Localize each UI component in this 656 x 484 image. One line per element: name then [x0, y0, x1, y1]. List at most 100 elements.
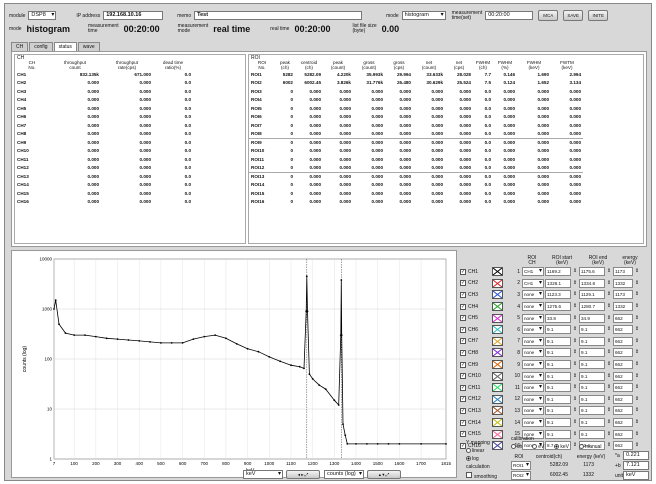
spin-icon[interactable]: ⇕: [606, 337, 612, 344]
legend-item[interactable]: ✓ CH8: [460, 347, 510, 359]
roi-start-field[interactable]: 1123.3: [545, 290, 571, 300]
tab-config[interactable]: config: [29, 42, 53, 51]
spin-icon[interactable]: ⇕: [606, 326, 612, 333]
module-select[interactable]: DSP8: [28, 11, 57, 20]
spin-icon[interactable]: ⇕: [606, 314, 612, 321]
plot-style-icon[interactable]: [492, 302, 503, 312]
roi-ch-select[interactable]: none: [522, 383, 544, 393]
roi-end-field[interactable]: 9.1: [579, 336, 605, 346]
spin-icon[interactable]: ⇕: [606, 407, 612, 414]
legend-item[interactable]: ✓ CH7: [460, 336, 510, 348]
calibration-radio[interactable]: [511, 444, 516, 450]
spin-icon[interactable]: ⇕: [634, 337, 640, 344]
legend-item[interactable]: ✓ CH14: [460, 417, 510, 429]
roi-ch-select[interactable]: none: [522, 348, 544, 358]
roi-energy-field[interactable]: 1332: [613, 278, 633, 288]
plot-style-icon[interactable]: [492, 313, 503, 323]
mode-select[interactable]: histogram: [401, 11, 446, 20]
roi-energy-field[interactable]: 1173: [613, 267, 633, 277]
legend-item[interactable]: ✓ CH4: [460, 301, 510, 313]
plot-style-icon[interactable]: [492, 325, 503, 335]
roi-ch-select[interactable]: none: [522, 406, 544, 416]
roi-start-field[interactable]: 9.1: [545, 336, 571, 346]
roi-ch-select[interactable]: none: [522, 313, 544, 323]
calibration-radio[interactable]: [579, 444, 585, 450]
roi-end-field[interactable]: 9.1: [579, 325, 605, 335]
ymapping-linear[interactable]: linear: [466, 448, 526, 454]
channel-checkbox[interactable]: ✓: [460, 373, 466, 380]
roi-ch-select[interactable]: none: [522, 394, 544, 404]
spectrum-chart[interactable]: 7 100 200 300 400 500 600 700 800 900 1000 1100 1200…: [12, 251, 456, 477]
roi-energy-field[interactable]: 662: [613, 336, 633, 346]
spin-icon[interactable]: ⇕: [634, 419, 640, 426]
spin-icon[interactable]: ⇕: [606, 442, 612, 449]
channel-checkbox[interactable]: ✓: [460, 291, 466, 298]
legend-item[interactable]: ✓ CH3: [460, 289, 510, 301]
y-scale-buttons[interactable]: ▴ ▾ ⤢: [367, 470, 401, 479]
spin-icon[interactable]: ⇕: [572, 337, 578, 344]
roi-start-field[interactable]: 9.1: [545, 418, 571, 428]
spin-icon[interactable]: ⇕: [606, 430, 612, 437]
calibration-option[interactable]: ch: [511, 444, 522, 450]
channel-checkbox[interactable]: ✓: [460, 280, 466, 287]
calibration-radio[interactable]: [532, 444, 538, 450]
roi-energy-field[interactable]: 662: [613, 394, 633, 404]
roi-ch-select[interactable]: none: [522, 325, 544, 335]
spin-icon[interactable]: ⇕: [572, 384, 578, 391]
channel-checkbox[interactable]: ✓: [460, 315, 466, 322]
channel-checkbox[interactable]: ✓: [460, 349, 466, 356]
legend-item[interactable]: ✓ CH12: [460, 394, 510, 406]
roi-start-field[interactable]: 9.1: [545, 360, 571, 370]
plot-style-icon[interactable]: [492, 394, 503, 404]
y-axis-select[interactable]: counts (log): [324, 470, 364, 479]
x-axis-select[interactable]: keV: [243, 470, 283, 479]
plot-style-icon[interactable]: [492, 441, 503, 451]
roi-end-field[interactable]: 1175.6: [579, 267, 605, 277]
legend-item[interactable]: ✓ CH13: [460, 405, 510, 417]
spin-icon[interactable]: ⇕: [572, 326, 578, 333]
channel-checkbox[interactable]: ✓: [460, 431, 466, 438]
tab-wave[interactable]: wave: [77, 42, 100, 51]
spin-icon[interactable]: ⇕: [634, 407, 640, 414]
plot-style-icon[interactable]: [492, 348, 503, 358]
spin-icon[interactable]: ⇕: [572, 361, 578, 368]
roi-energy-field[interactable]: 662: [613, 325, 633, 335]
roi-energy-field[interactable]: 662: [613, 383, 633, 393]
spin-icon[interactable]: ⇕: [606, 395, 612, 402]
spin-icon[interactable]: ⇕: [606, 303, 612, 310]
plot-style-icon[interactable]: [492, 383, 503, 393]
roi-energy-field[interactable]: 662: [613, 441, 633, 451]
roi-ch-select[interactable]: CH1: [522, 267, 544, 277]
spin-icon[interactable]: ⇕: [634, 395, 640, 402]
roi-result-select[interactable]: ROI1: [511, 460, 531, 470]
roi-ch-select[interactable]: none: [522, 302, 544, 312]
channel-checkbox[interactable]: ✓: [460, 419, 466, 426]
legend-item[interactable]: ✓ CH10: [460, 370, 510, 382]
roi-start-field[interactable]: 9.1: [545, 429, 571, 439]
spin-icon[interactable]: ⇕: [606, 349, 612, 356]
roi-start-field[interactable]: 9.1: [545, 383, 571, 393]
spin-icon[interactable]: ⇕: [572, 407, 578, 414]
spin-icon[interactable]: ⇕: [634, 291, 640, 298]
roi-energy-field[interactable]: 662: [613, 348, 633, 358]
roi-ch-select[interactable]: CH1: [522, 278, 544, 288]
roi-ch-select[interactable]: none: [522, 429, 544, 439]
plot-style-icon[interactable]: [492, 429, 503, 439]
spin-icon[interactable]: ⇕: [634, 326, 640, 333]
roi-end-field[interactable]: 9.1: [579, 394, 605, 404]
a-field[interactable]: 0.221: [623, 451, 649, 460]
roi-energy-field[interactable]: 662: [613, 418, 633, 428]
legend-item[interactable]: ✓ CH15: [460, 428, 510, 440]
roi-ch-select[interactable]: none: [522, 336, 544, 346]
roi-ch-select[interactable]: none: [522, 418, 544, 428]
roi-start-field[interactable]: 33.8: [545, 313, 571, 323]
memo-field[interactable]: Test: [194, 11, 363, 20]
spin-icon[interactable]: ⇕: [634, 372, 640, 379]
spin-icon[interactable]: ⇕: [572, 395, 578, 402]
roi-start-field[interactable]: 1328.1: [545, 278, 571, 288]
channel-checkbox[interactable]: ✓: [460, 326, 466, 333]
roi-start-field[interactable]: 9.1: [545, 406, 571, 416]
log-radio[interactable]: [466, 456, 471, 462]
spin-icon[interactable]: ⇕: [606, 279, 612, 286]
roi-start-field[interactable]: 9.1: [545, 348, 571, 358]
